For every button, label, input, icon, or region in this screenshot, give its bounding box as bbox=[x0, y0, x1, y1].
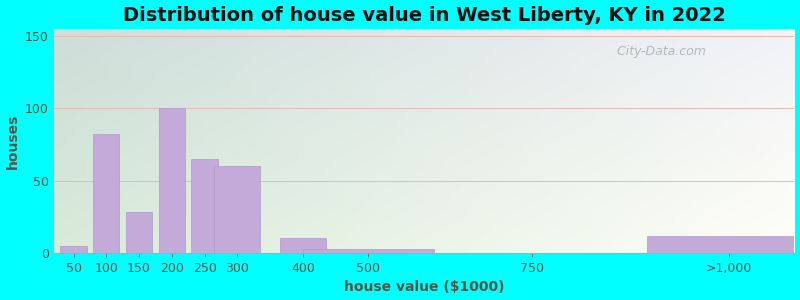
X-axis label: house value ($1000): house value ($1000) bbox=[344, 280, 504, 294]
Bar bbox=[61, 246, 86, 253]
Bar bbox=[158, 108, 185, 253]
Bar bbox=[214, 166, 260, 253]
Text: City-Data.com: City-Data.com bbox=[610, 45, 706, 58]
Bar bbox=[93, 134, 119, 253]
Bar bbox=[303, 248, 434, 253]
Bar bbox=[191, 159, 218, 253]
Title: Distribution of house value in West Liberty, KY in 2022: Distribution of house value in West Libe… bbox=[122, 6, 726, 25]
Bar bbox=[280, 238, 326, 253]
Bar bbox=[647, 236, 800, 253]
Bar bbox=[126, 212, 152, 253]
Y-axis label: houses: houses bbox=[6, 113, 19, 169]
